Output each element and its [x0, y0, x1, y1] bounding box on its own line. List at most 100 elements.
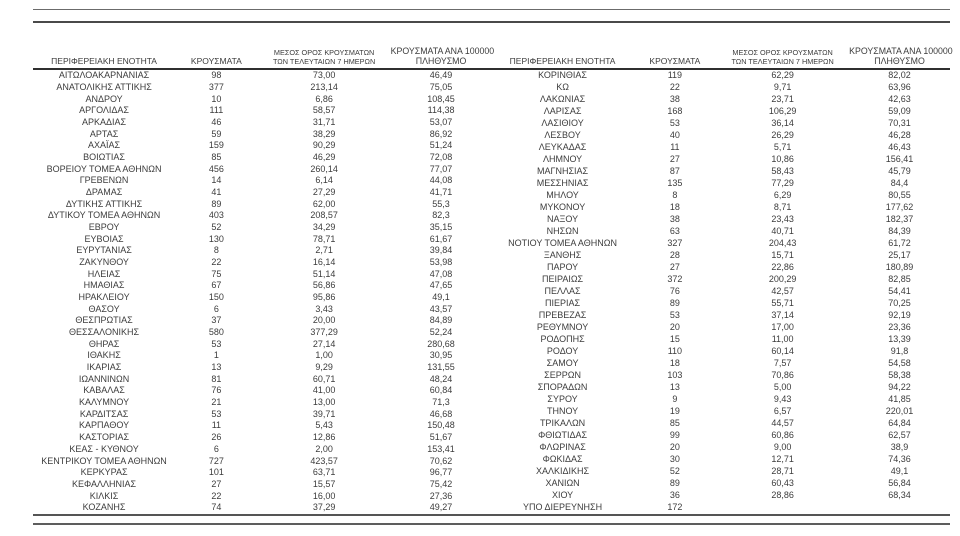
cases-cell: 41	[211, 187, 222, 198]
per100k-cell: 56,84	[888, 477, 911, 488]
region-cell: ΛΕΥΚΑΔΑΣ	[538, 142, 587, 153]
table-row: ΤΡΙΚΑΛΩΝ 85 44,57 64,84	[492, 418, 951, 430]
avg7-cell: 56,86	[312, 280, 336, 291]
per100k-cell: 61,67	[429, 233, 453, 244]
per100k-cell: 64,84	[888, 418, 911, 429]
avg7-cell: 26,29	[771, 130, 794, 141]
avg7-cell: 27,14	[312, 338, 336, 349]
table-row: ΠΡΕΒΕΖΑΣ 53 37,14 92,19	[492, 310, 951, 322]
avg7-cell: 60,14	[771, 346, 794, 357]
table-row: ΒΟΡΕΙΟΥ ΤΟΜΕΑ ΑΘΗΝΩΝ 456 260,14 77,07	[33, 163, 492, 175]
per100k-cell: 82,02	[888, 70, 911, 81]
cases-cell: 67	[211, 280, 222, 291]
cases-cell: 103	[667, 370, 683, 381]
per100k-cell: 63,96	[888, 82, 911, 93]
per100k-cell: 44,08	[429, 175, 453, 186]
cases-cell: 89	[669, 298, 680, 309]
avg7-cell: 63,71	[312, 467, 336, 478]
region-cell: ΛΗΜΝΟΥ	[542, 154, 583, 165]
cases-cell: 74	[211, 502, 222, 513]
column-header-per100k-line2: ΠΛΗΘΥΣΜΟ	[874, 56, 925, 66]
cases-cell: 22	[669, 82, 680, 93]
table-row: ΛΑΚΩΝΙΑΣ 38 23,71 42,63	[492, 94, 951, 106]
avg7-cell: 51,14	[312, 268, 336, 279]
table-row: ΛΕΥΚΑΔΑΣ 11 5,71 46,43	[492, 142, 951, 154]
cases-cell: 59	[211, 128, 222, 139]
avg7-cell: 12,71	[771, 453, 794, 464]
per100k-cell: 43,57	[429, 303, 453, 314]
cases-cell: 27	[211, 478, 222, 489]
avg7-cell: 20,00	[312, 315, 336, 326]
table-row: ΚΕΑΣ - ΚΥΘΝΟΥ 6 2,00 153,41	[33, 444, 492, 456]
region-cell: ΚΑΛΥΜΝΟΥ	[79, 397, 130, 408]
region-cell: ΙΘΑΚΗΣ	[87, 350, 121, 361]
region-cell: ΡΟΔΟΠΗΣ	[540, 334, 585, 345]
avg7-cell: 28,71	[771, 465, 794, 476]
region-cell: ΑΡΤΑΣ	[89, 128, 119, 139]
per100k-cell: 46,28	[888, 130, 911, 141]
region-cell: ΡΟΔΟΥ	[546, 346, 579, 357]
table-row: ΜΑΓΝΗΣΙΑΣ 87 58,43 45,79	[492, 166, 951, 178]
cases-cell: 22	[211, 257, 222, 268]
avg7-cell: 37,29	[312, 502, 336, 513]
table-row: ΚΕΡΚΥΡΑΣ 101 63,71 96,77	[33, 467, 492, 479]
region-cell: ΠΕΛΛΑΣ	[544, 286, 581, 297]
per100k-cell: 72,08	[429, 152, 453, 163]
cases-cell: 456	[208, 163, 224, 174]
region-cell: ΝΟΤΙΟΥ ΤΟΜΕΑ ΑΘΗΝΩΝ	[508, 238, 617, 249]
column-header-avg7-line1: ΜΕΣΟΣ ΟΡΟΣ ΚΡΟΥΣΜΑΤΩΝ	[732, 48, 833, 57]
region-cell: ΦΩΚΙΔΑΣ	[542, 453, 583, 464]
cases-cell: 37	[211, 315, 222, 326]
region-cell: ΚΟΡΙΝΘΙΑΣ	[538, 70, 587, 81]
per100k-cell: 55,3	[432, 198, 450, 209]
region-cell: ΜΗΛΟΥ	[546, 190, 579, 201]
region-cell: ΛΑΣΙΘΙΟΥ	[541, 118, 584, 129]
cases-table-right: ΠΕΡΙΦΕΡΕΙΑΚΗ ΕΝΟΤΗΤΑ ΚΡΟΥΣΜΑΤΑ ΜΕΣΟΣ ΟΡΟ…	[492, 40, 953, 514]
cases-cell: 1	[213, 350, 219, 361]
avg7-cell: 11,00	[771, 334, 794, 345]
avg7-cell: 260,14	[310, 163, 338, 174]
per100k-cell: 38,9	[890, 442, 909, 452]
cases-cell: 168	[667, 106, 683, 117]
column-header-avg7: ΜΕΣΟΣ ΟΡΟΣ ΚΡΟΥΣΜΑΤΩΝ ΤΩΝ ΤΕΛΕΥΤΑΙΩΝ 7 Η…	[258, 40, 391, 70]
per100k-cell: 77,07	[429, 163, 453, 174]
region-cell: ΦΘΙΩΤΙΔΑΣ	[538, 430, 588, 441]
avg7-cell: 40,71	[771, 226, 794, 237]
table-row: ΜΥΚΟΝΟΥ 18 8,71 177,62	[492, 202, 951, 214]
table-row: ΕΒΡΟΥ 52 34,29 35,15	[33, 222, 492, 234]
table-row: ΚΩ 22 9,71 63,96	[492, 82, 951, 94]
cases-cell: 403	[208, 210, 224, 221]
region-cell: ΣΕΡΡΩΝ	[544, 370, 581, 381]
region-cell: ΔΥΤΙΚΗΣ ΑΤΤΙΚΗΣ	[65, 198, 143, 209]
per100k-cell: 92,19	[888, 310, 911, 321]
table-body-left: ΑΙΤΩΛΟΑΚΑΡΝΑΝΙΑΣ 98 73,00 46,49 ΑΝΑΤΟΛΙΚΗΣ Α…	[33, 70, 492, 514]
region-cell: ΧΑΛΚΙΔΙΚΗΣ	[536, 465, 590, 476]
avg7-cell: 37,14	[771, 310, 794, 321]
top-divider-upper	[33, 9, 950, 10]
avg7-cell: 6,14	[315, 175, 333, 186]
cases-cell: 101	[208, 467, 224, 478]
table-row: ΑΙΤΩΛΟΑΚΑΡΝΑΝΙΑΣ 98 73,00 46,49	[33, 70, 492, 82]
table-row: ΑΝΑΤΟΛΙΚΗΣ ΑΤΤΙΚΗΣ 377 213,14 75,05	[33, 82, 492, 94]
avg7-cell: 38,29	[312, 128, 336, 139]
avg7-cell: 2,00	[315, 443, 333, 454]
region-cell: ΓΡΕΒΕΝΩΝ	[79, 175, 129, 186]
table-row: ΙΚΑΡΙΑΣ 13 9,29 131,55	[33, 362, 492, 374]
avg7-cell: 78,71	[312, 233, 336, 244]
header-underline	[33, 68, 950, 70]
region-cell: ΠΕΙΡΑΙΩΣ	[541, 274, 584, 285]
per100k-cell: 39,84	[429, 245, 453, 256]
column-header-avg7-line2: ΤΩΝ ΤΕΛΕΥΤΑΙΩΝ 7 ΗΜΕΡΩΝ	[731, 56, 834, 66]
per100k-cell: 71,3	[432, 397, 450, 408]
table-row: ΠΕΛΛΑΣ 76 42,57 54,41	[492, 286, 951, 298]
cases-cell: 9	[672, 394, 678, 405]
avg7-cell: 5,71	[773, 142, 792, 153]
per100k-cell: 94,22	[888, 382, 911, 393]
avg7-cell: 31,71	[312, 117, 336, 128]
cases-cell: 159	[208, 140, 224, 151]
avg7-cell: 60,43	[771, 477, 794, 488]
cases-cell: 76	[669, 286, 680, 297]
per100k-cell: 70,25	[888, 298, 911, 309]
table-row: ΣΠΟΡΑΔΩΝ 13 5,00 94,22	[492, 382, 951, 394]
per100k-cell: 51,24	[429, 140, 453, 151]
